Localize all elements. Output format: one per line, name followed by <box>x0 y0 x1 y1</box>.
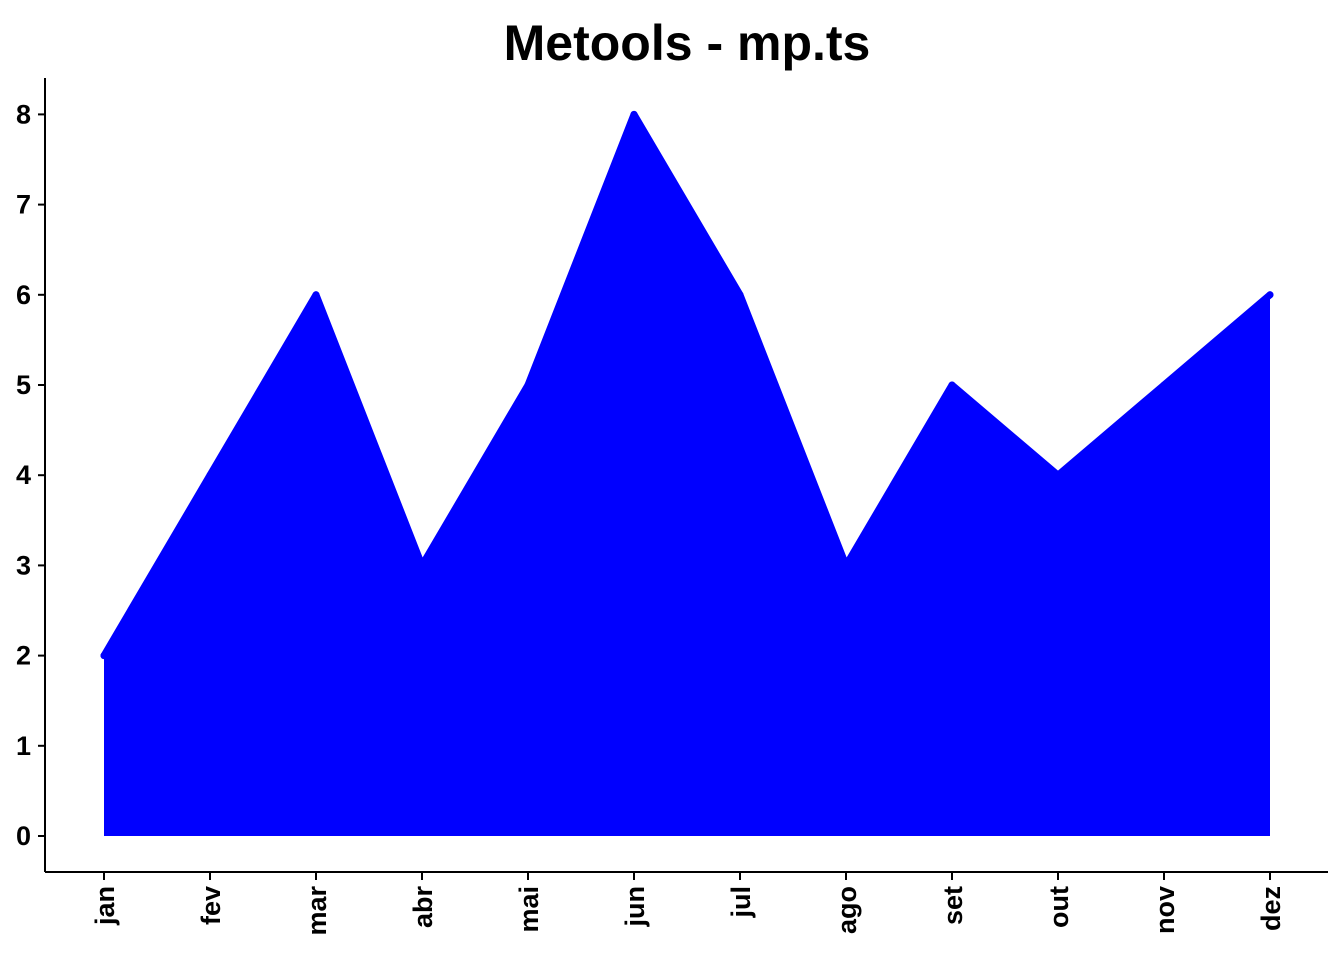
y-tick-label-3: 3 <box>16 550 31 580</box>
x-tick-label-jul: jul <box>726 886 756 919</box>
data-point-set <box>948 381 956 389</box>
x-tick-label-mai: mai <box>514 886 544 933</box>
y-tick-label-8: 8 <box>16 99 31 129</box>
series-line <box>100 110 1274 660</box>
data-point-ago <box>842 561 850 569</box>
data-point-fev <box>206 471 214 479</box>
x-tick-label-jan: jan <box>90 886 120 926</box>
plot-area <box>100 110 1274 836</box>
data-point-out <box>1054 471 1062 479</box>
x-tick-label-fev: fev <box>196 886 226 925</box>
y-tick-label-7: 7 <box>16 190 31 220</box>
data-point-jun <box>630 110 638 118</box>
y-tick-label-4: 4 <box>16 460 31 490</box>
data-point-jul <box>736 291 744 299</box>
x-tick-label-ago: ago <box>832 886 862 934</box>
x-tick-label-jun: jun <box>620 886 650 928</box>
y-tick-label-1: 1 <box>16 731 31 761</box>
y-tick-label-6: 6 <box>16 280 31 310</box>
data-point-nov <box>1160 381 1168 389</box>
chart-title: Metools - mp.ts <box>504 15 871 71</box>
data-point-mar <box>312 291 320 299</box>
data-point-dez <box>1266 291 1274 299</box>
data-point-mai <box>524 381 532 389</box>
x-tick-label-out: out <box>1044 886 1074 928</box>
y-tick-label-0: 0 <box>16 821 31 851</box>
y-tick-label-5: 5 <box>16 370 31 400</box>
data-point-abr <box>418 561 426 569</box>
x-tick-label-mar: mar <box>302 886 332 936</box>
x-tick-label-nov: nov <box>1150 886 1180 934</box>
y-tick-label-2: 2 <box>16 641 31 671</box>
x-tick-label-abr: abr <box>408 886 438 929</box>
x-tick-label-dez: dez <box>1256 886 1286 931</box>
data-point-jan <box>100 652 108 660</box>
area-fill <box>104 114 1270 836</box>
x-tick-label-set: set <box>938 886 968 925</box>
axes: 0 1 2 3 4 5 6 7 8 jan fev mar abr mai jun jul ago set out n… <box>16 78 1328 936</box>
